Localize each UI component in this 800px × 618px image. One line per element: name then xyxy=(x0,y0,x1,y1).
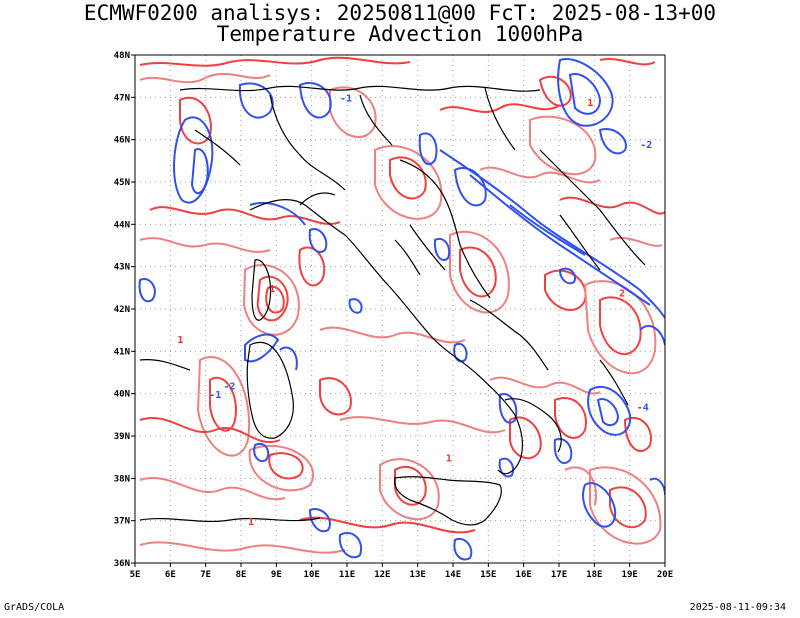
latitude-label: 39N xyxy=(114,432,130,442)
longitude-label: 9E xyxy=(271,570,282,580)
latitude-label: 42N xyxy=(114,305,130,315)
latitude-label: 43N xyxy=(114,263,130,273)
longitude-label: 20E xyxy=(657,570,673,580)
longitude-label: 12E xyxy=(374,570,390,580)
longitude-tick-labels: 5E 6E 7E 8E 9E 10E 11E 12E 13E 14E 15E 16E 17E 18E 19E… xyxy=(130,563,673,580)
coastline-outline xyxy=(139,85,646,526)
longitude-label: 17E xyxy=(551,570,567,580)
latitude-label: 47N xyxy=(114,93,130,103)
map-title-line2: Temperature Advection 1000hPa xyxy=(216,22,584,46)
negative-advection-contours xyxy=(138,58,665,561)
footer-timestamp: 2025-08-11-09:34 xyxy=(689,602,786,613)
latitude-label: 46N xyxy=(114,136,130,146)
longitude-label: 6E xyxy=(165,570,176,580)
latitude-label: 44N xyxy=(114,220,130,230)
longitude-label: 19E xyxy=(622,570,638,580)
latitude-label: 48N xyxy=(114,51,130,61)
longitude-label: 15E xyxy=(480,570,496,580)
latitude-label: 36N xyxy=(114,559,130,569)
footer-software-credit: GrADS/COLA xyxy=(4,602,65,613)
contour-label: 1 xyxy=(269,284,275,295)
contour-label: 1 xyxy=(587,98,593,109)
longitude-label: 11E xyxy=(339,570,355,580)
longitude-label: 8E xyxy=(236,570,247,580)
longitude-label: 7E xyxy=(200,570,211,580)
contour-label: 1 xyxy=(446,453,452,464)
longitude-label: 14E xyxy=(445,570,461,580)
contour-label: 1 xyxy=(177,335,183,346)
positive-advection-contours xyxy=(139,56,665,554)
contour-label: -4 xyxy=(637,403,649,414)
longitude-label: 16E xyxy=(516,570,532,580)
longitude-label: 18E xyxy=(586,570,602,580)
latitude-label: 37N xyxy=(114,517,130,527)
longitude-label: 5E xyxy=(130,570,141,580)
contour-label: -2 xyxy=(640,140,652,151)
latitude-label: 40N xyxy=(114,390,130,400)
map-title-line1: ECMWF0200 analisys: 20250811@00 FcT: 202… xyxy=(83,1,717,25)
latitude-label: 41N xyxy=(114,347,130,357)
graticule xyxy=(135,55,665,563)
contour-label: -1 xyxy=(209,390,221,401)
latitude-label: 45N xyxy=(114,178,130,188)
longitude-label: 10E xyxy=(304,570,320,580)
contour-label: 1 xyxy=(248,517,254,528)
longitude-label: 13E xyxy=(410,570,426,580)
latitude-tick-labels: 48N 47N 46N 45N 44N 43N 42N 41N 40N 39N 38N 37N 36N xyxy=(114,51,135,569)
latitude-label: 38N xyxy=(114,474,130,484)
contour-label: 2 xyxy=(619,288,625,299)
contour-label: -1 xyxy=(340,94,352,105)
contour-label: -2 xyxy=(223,381,235,392)
